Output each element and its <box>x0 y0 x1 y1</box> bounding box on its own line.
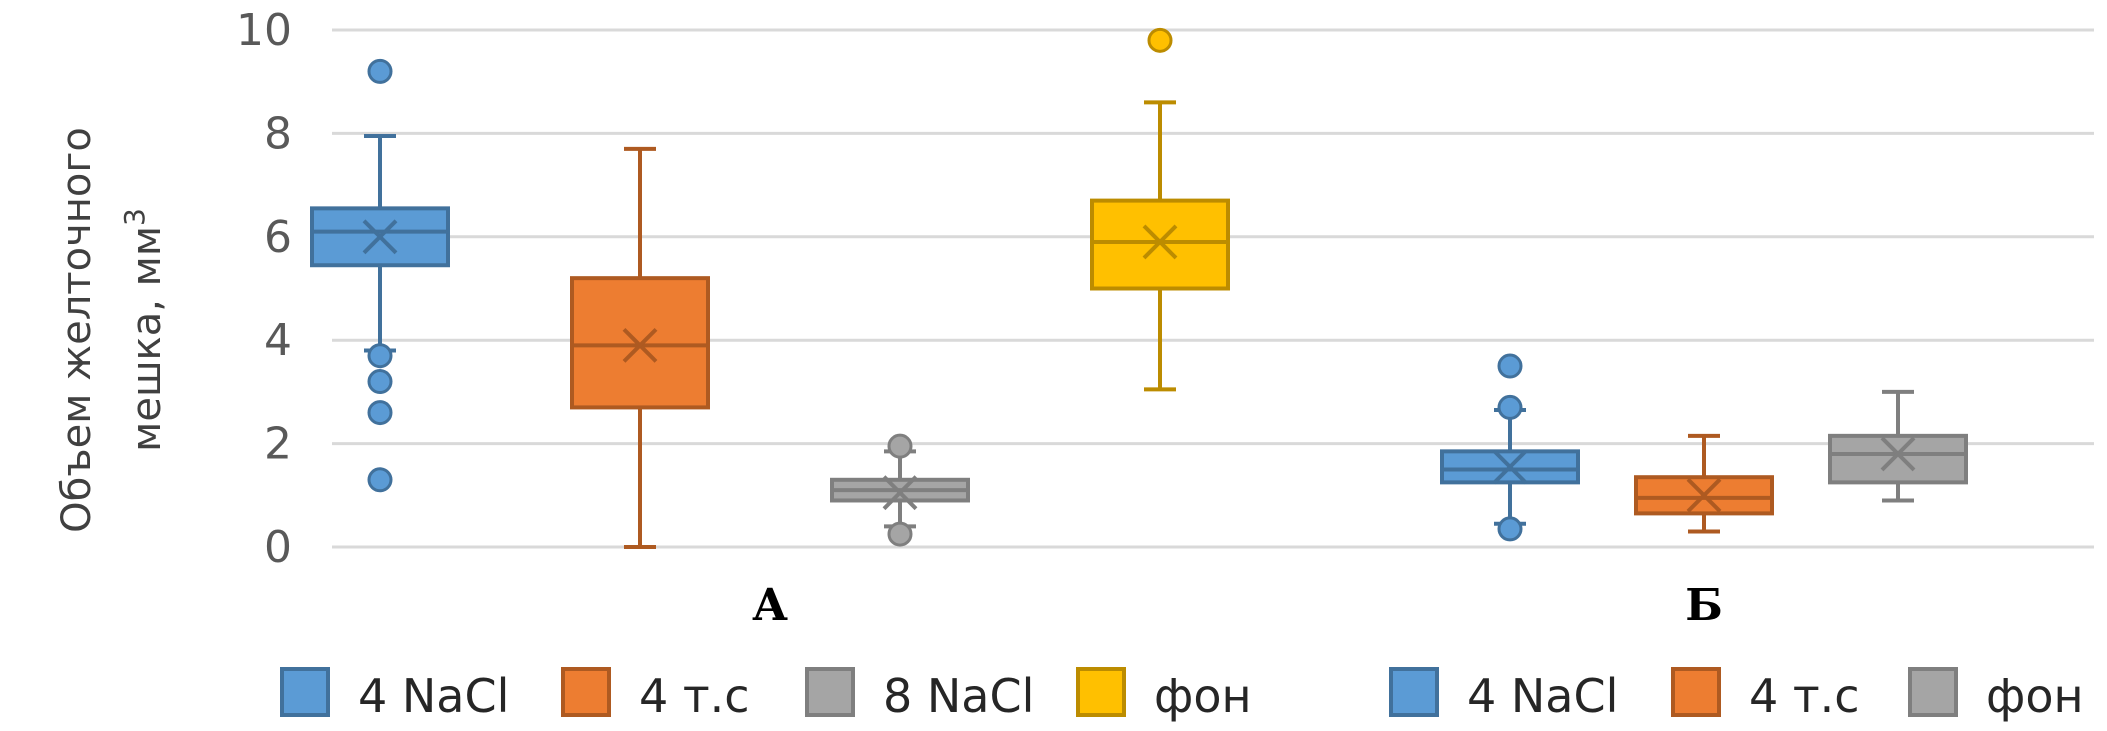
y-tick-label: 4 <box>264 315 292 366</box>
y-tick-label: 6 <box>264 212 292 263</box>
box-series <box>1634 433 1774 534</box>
outlier-point <box>1497 516 1523 542</box>
box-series <box>1440 353 1580 542</box>
box-iqr <box>1090 198 1230 291</box>
legend-swatch <box>1908 667 1958 717</box>
legend-label: фон <box>1154 669 1252 723</box>
mean-marker <box>1492 449 1528 485</box>
legend-item: 4 т.с <box>561 667 750 723</box>
outlier-point <box>367 58 393 84</box>
legend-item: 4 т.с <box>1671 667 1860 723</box>
legend-label: 4 т.с <box>639 669 750 723</box>
outlier-point <box>367 400 393 426</box>
mean-marker <box>362 219 398 255</box>
legend-item: 8 NaCl <box>805 667 1034 723</box>
legend-swatch <box>1389 667 1439 717</box>
outlier-point <box>1497 353 1523 379</box>
y-axis-title-unit: мешка, мм <box>124 226 170 452</box>
mean-marker <box>882 475 918 511</box>
y-axis-title-line1: Объем желточного <box>54 127 100 533</box>
legend-label: 4 NaCl <box>358 669 509 723</box>
outlier-point <box>367 369 393 395</box>
box-series <box>830 433 970 547</box>
box-series <box>1828 389 1968 503</box>
outlier-point <box>887 433 913 459</box>
mean-marker <box>1686 477 1722 513</box>
legend-label: 8 NaCl <box>883 669 1034 723</box>
legend-swatch <box>1076 667 1126 717</box>
legend-item: фон <box>1908 667 2084 723</box>
legend-swatch <box>1671 667 1721 717</box>
y-tick-label: 2 <box>264 419 292 470</box>
legend-item: 4 NaCl <box>1389 667 1618 723</box>
y-axis-title: Объем желточного мешка, мм3 <box>54 127 170 533</box>
legend-item: фон <box>1076 667 1252 723</box>
group-label: А <box>752 580 788 631</box>
legend-item: 4 NaCl <box>280 667 509 723</box>
y-tick-label: 8 <box>264 108 292 159</box>
box-series <box>570 146 710 549</box>
mean-marker <box>1880 436 1916 472</box>
outlier-point <box>367 467 393 493</box>
legend-label: 4 т.с <box>1749 669 1860 723</box>
y-tick-label: 0 <box>264 522 292 573</box>
legends: 4 NaCl 4 т.с 8 NaCl фон 4 NaCl 4 т.с фон <box>280 667 2084 723</box>
boxes-layer <box>310 27 1968 549</box>
outlier-point <box>1497 394 1523 420</box>
outlier-point <box>887 521 913 547</box>
mean-marker <box>1142 224 1178 260</box>
outlier-point <box>1147 27 1173 53</box>
box-series <box>310 58 450 493</box>
mean-marker <box>622 327 658 363</box>
box-series <box>1090 27 1230 392</box>
legend-swatch <box>280 667 330 717</box>
box-group <box>1440 353 1968 542</box>
box-group <box>310 27 1230 549</box>
legend-swatch <box>561 667 611 717</box>
legend-label: 4 NaCl <box>1467 669 1618 723</box>
box-iqr <box>1828 433 1968 485</box>
group-label: Б <box>1685 580 1723 631</box>
legend: 4 NaCl 4 т.с 8 NaCl фон <box>280 667 1252 723</box>
legend-label: фон <box>1986 669 2084 723</box>
y-axis-ticks: 0 2 4 6 8 10 <box>236 5 292 573</box>
y-tick-label: 10 <box>236 5 292 56</box>
y-axis-title-superscript: 3 <box>118 208 151 226</box>
legend: 4 NaCl 4 т.с фон <box>1389 667 2084 723</box>
legend-swatch <box>805 667 855 717</box>
outlier-point <box>367 343 393 369</box>
y-axis-title-line2: мешка, мм3 <box>118 208 170 452</box>
